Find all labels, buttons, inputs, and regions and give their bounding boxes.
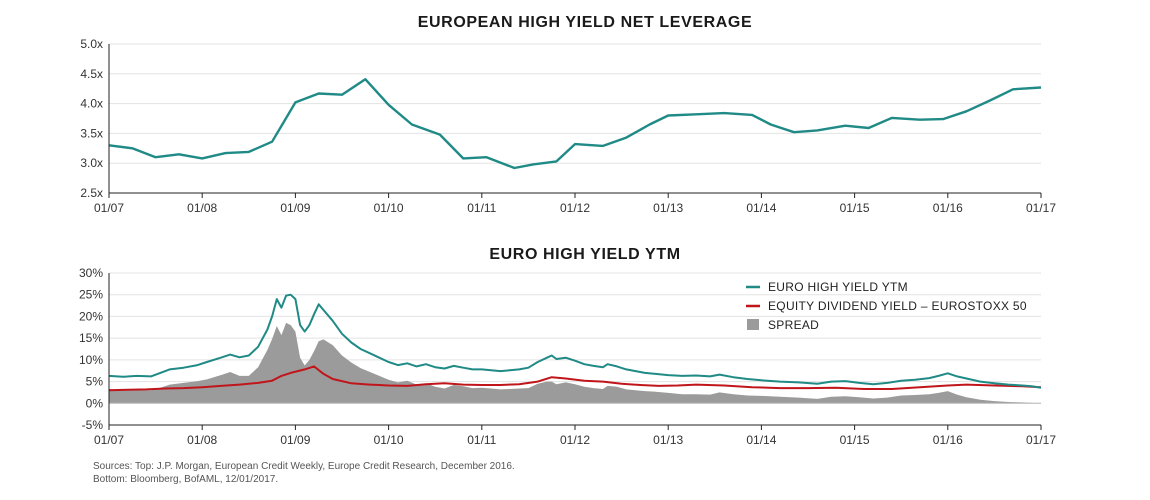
spread-area [109, 322, 1041, 404]
top-x-tick-label: 01/13 [653, 201, 683, 215]
bottom-x-tick-label: 01/12 [560, 433, 590, 447]
bottom-chart-series [108, 293, 1042, 404]
bottom-y-tick-label: 15% [79, 331, 103, 345]
bottom-x-tick-label: 01/10 [374, 433, 404, 447]
top-y-tick-label: 4.0x [80, 97, 103, 111]
top-x-tick-label: 01/09 [280, 201, 310, 215]
top-y-tick-label: 5.0x [80, 37, 103, 51]
bottom-y-tick-label: 25% [79, 288, 103, 302]
bottom-chart-axes: 30% 25% 20% 15% 10% 5% 0% -5%01/07 01/08 01/09 01/… [79, 266, 1056, 447]
bottom-x-tick-label: 01/09 [280, 433, 310, 447]
legend-label: SPREAD [768, 318, 819, 332]
bottom-y-tick-label: 5% [86, 375, 104, 389]
bottom-y-tick-label: 30% [79, 266, 103, 280]
bottom-x-tick-label: 01/15 [840, 433, 870, 447]
bottom-chart-legend: EURO HIGH YIELD YTM EQUITY DIVIDEND YIELD… [746, 280, 1027, 332]
bottom-chart-title: EURO HIGH YIELD YTM [489, 246, 680, 263]
bottom-x-tick-label: 01/17 [1026, 433, 1056, 447]
bottom-x-tick-label: 01/14 [746, 433, 776, 447]
top-x-tick-label: 01/16 [933, 201, 963, 215]
top-y-tick-label: 3.5x [80, 126, 103, 140]
top-x-tick-label: 01/14 [746, 201, 776, 215]
top-x-tick-label: 01/08 [187, 201, 217, 215]
top-y-tick-label: 2.5x [80, 186, 103, 200]
source-note-bottom: Bottom: Bloomberg, BofAML, 12/01/2017. [93, 474, 279, 485]
bottom-x-tick-label: 01/07 [94, 433, 124, 447]
top-x-tick-label: 01/17 [1026, 201, 1056, 215]
bottom-y-tick-label: -5% [82, 418, 104, 432]
bottom-y-tick-label: 10% [79, 353, 103, 367]
top-x-tick-label: 01/10 [374, 201, 404, 215]
top-chart-title: EUROPEAN HIGH YIELD NET LEVERAGE [418, 14, 753, 31]
legend-label: EQUITY DIVIDEND YIELD – EUROSTOXX 50 [768, 299, 1027, 313]
bottom-x-tick-label: 01/11 [467, 433, 496, 447]
ytm-line [108, 293, 1042, 389]
top-x-tick-label: 01/07 [94, 201, 124, 215]
dividend-yield-line [108, 365, 1042, 392]
legend-label: EURO HIGH YIELD YTM [768, 280, 908, 294]
chart-canvas: EUROPEAN HIGH YIELD NET LEVERAGE 5.0x 4.5… [79, 14, 1056, 447]
top-x-tick-label: 01/12 [560, 201, 590, 215]
top-y-tick-label: 3.0x [80, 156, 103, 170]
source-note-top: Sources: Top: J.P. Morgan, European Cred… [93, 461, 515, 472]
top-x-tick-label: 01/15 [840, 201, 870, 215]
top-x-tick-label: 01/11 [467, 201, 496, 215]
top-y-tick-label: 4.5x [80, 67, 103, 81]
legend-swatch-box [747, 319, 759, 330]
bottom-y-tick-label: 0% [86, 396, 104, 410]
bottom-x-tick-label: 01/16 [933, 433, 963, 447]
top-chart-series [108, 78, 1042, 170]
bottom-x-tick-label: 01/08 [187, 433, 217, 447]
net-leverage-line [108, 78, 1042, 170]
bottom-x-tick-label: 01/13 [653, 433, 683, 447]
bottom-y-tick-label: 20% [79, 309, 103, 323]
